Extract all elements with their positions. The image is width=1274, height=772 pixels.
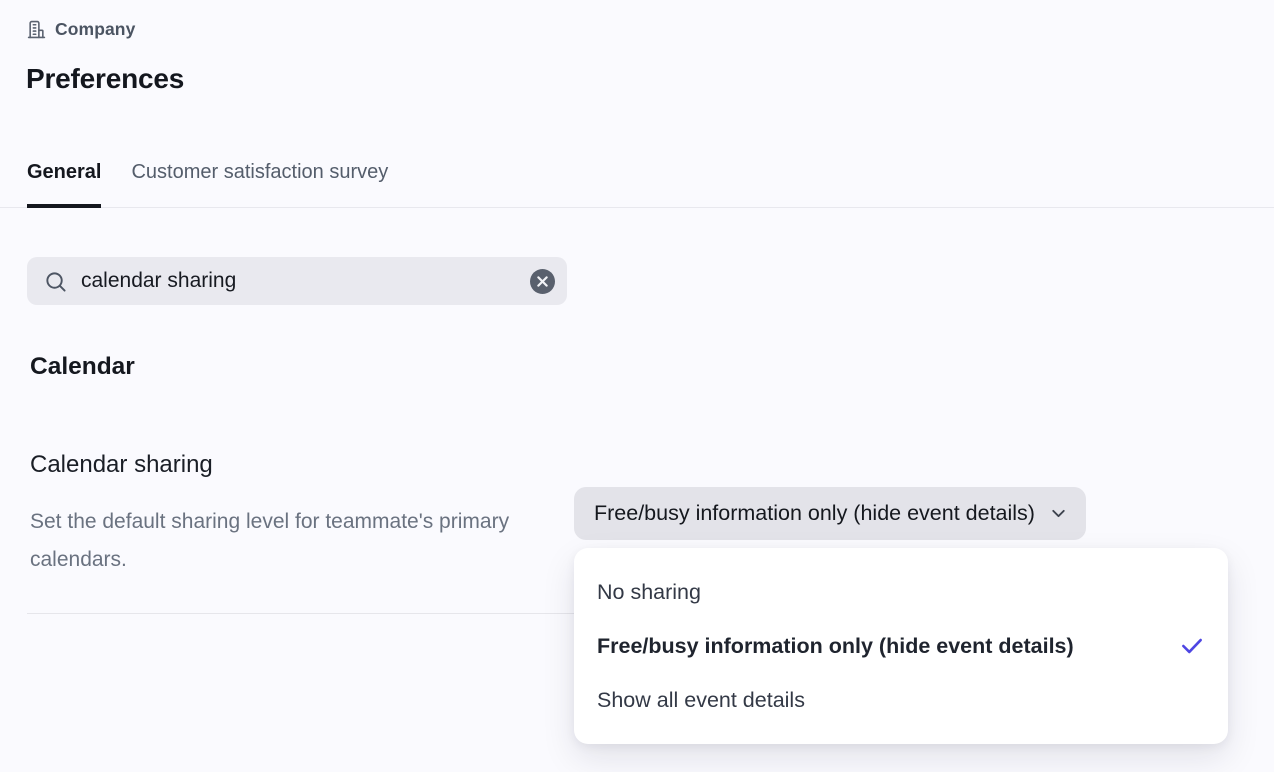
section-heading-calendar: Calendar — [30, 353, 135, 380]
sharing-level-menu: No sharing Free/busy information only (h… — [574, 548, 1228, 744]
search-input[interactable] — [81, 269, 530, 293]
company-context: Company — [27, 19, 135, 40]
setting-label-calendar-sharing: Calendar sharing — [30, 451, 213, 478]
menu-option-label: No sharing — [597, 579, 701, 604]
search-icon — [46, 271, 66, 292]
menu-option-label: Free/busy information only (hide event d… — [597, 633, 1074, 658]
page-title: Preferences — [26, 63, 185, 94]
setting-description: Set the default sharing level for teamma… — [30, 510, 510, 571]
menu-option-label: Show all event details — [597, 687, 805, 712]
company-context-label: Company — [55, 19, 136, 39]
tab-general[interactable]: General — [27, 155, 102, 208]
row-divider — [27, 613, 687, 614]
menu-option-free-busy[interactable]: Free/busy information only (hide event d… — [574, 619, 1228, 673]
clear-search-button[interactable] — [530, 268, 555, 294]
check-icon — [1182, 638, 1202, 654]
preferences-search[interactable] — [27, 257, 567, 305]
sharing-level-selected-value: Free/busy information only (hide event d… — [594, 501, 1035, 525]
chevron-down-icon — [1052, 509, 1065, 518]
tab-customer-satisfaction-survey[interactable]: Customer satisfaction survey — [131, 161, 389, 183]
sharing-level-dropdown[interactable]: Free/busy information only (hide event d… — [574, 487, 1086, 540]
menu-option-show-all[interactable]: Show all event details — [574, 673, 1228, 727]
close-icon — [537, 275, 548, 287]
building-icon — [27, 20, 46, 39]
menu-option-no-sharing[interactable]: No sharing — [574, 565, 1228, 619]
tab-bar: General Customer satisfaction survey — [0, 155, 1274, 208]
